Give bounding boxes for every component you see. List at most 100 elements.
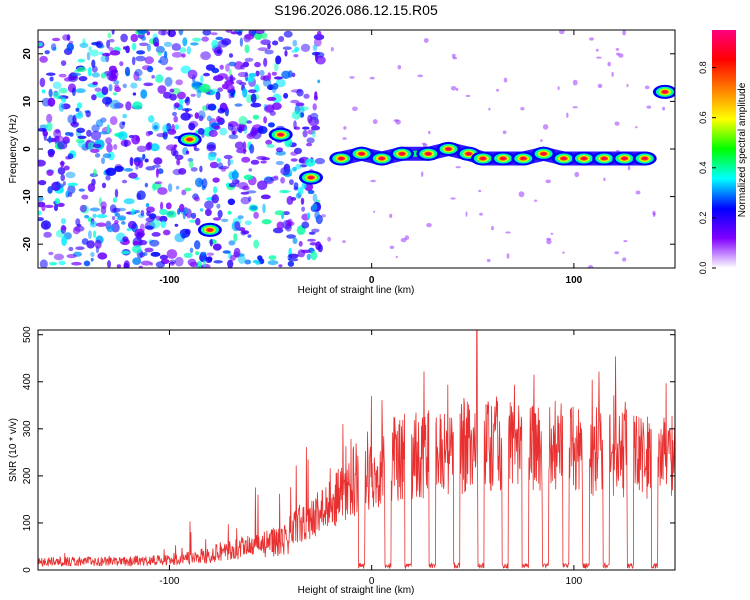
spectrogram-noise-cell (546, 239, 552, 245)
spectrogram-noise-cell (301, 249, 311, 254)
spectrogram-noise-cell (550, 232, 554, 235)
spectrogram-noise-cell (300, 43, 311, 53)
spectrogram-noise-cell (389, 213, 393, 218)
spectrogram-noise-cell (302, 130, 308, 138)
spectrogram-noise-cell (243, 174, 253, 181)
spectrogram-noise-cell (109, 204, 117, 214)
spectrogram-noise-cell (92, 143, 102, 148)
spectrogram-noise-cell (250, 93, 257, 104)
spectrogram-noise-cell (145, 217, 155, 223)
spectrogram-noise-cell (114, 188, 119, 198)
spectrogram-noise-cell (280, 167, 291, 176)
spectrogram-noise-cell (257, 47, 268, 52)
spectrogram-noise-cell (91, 94, 97, 101)
spectrogram-noise-cell (111, 30, 115, 35)
spectrogram-noise-cell (272, 40, 279, 46)
spectrogram-noise-cell (308, 116, 320, 127)
spectrogram-noise-cell (145, 142, 152, 151)
spectrogram-noise-cell (171, 51, 183, 58)
spectrogram-peak (662, 90, 668, 94)
spectrogram-noise-cell (486, 258, 491, 263)
spectrogram-noise-cell (178, 168, 187, 175)
spectrogram-noise-cell (506, 253, 510, 259)
spectrogram-noise-cell (47, 97, 56, 107)
spectrogram-noise-cell (48, 135, 52, 144)
spectrogram-noise-cell (191, 80, 202, 89)
spectrogram-noise-cell (452, 57, 458, 60)
spectrogram-noise-cell (76, 223, 82, 228)
spectrogram-noise-cell (38, 217, 44, 222)
spectrogram-noise-cell (455, 166, 461, 169)
spectrogram-noise-cell (179, 47, 187, 53)
spectrogram-noise-cell (153, 157, 163, 165)
spectrogram-noise-cell (227, 123, 234, 131)
spectrogram-noise-cell (129, 156, 134, 167)
spectrogram-noise-cell (48, 152, 55, 158)
spectrogram-noise-cell (114, 165, 124, 173)
spectrogram-noise-cell (90, 252, 95, 257)
spectrogram-noise-cell (155, 167, 159, 178)
spectrogram-noise-cell (589, 37, 594, 41)
spectrogram-noise-cell (49, 76, 54, 82)
spectrogram-noise-cell (227, 198, 236, 206)
spectrogram-noise-cell (52, 37, 61, 42)
spectrogram-noise-cell (545, 179, 551, 184)
spectrogram-noise-cell (46, 72, 56, 76)
spectrogram-noise-cell (169, 259, 176, 265)
spectrogram-noise-cell (90, 130, 102, 141)
spectrogram-noise-cell (242, 185, 250, 191)
spectrogram-noise-cell (137, 239, 148, 246)
spectrogram-noise-cell (46, 169, 54, 176)
spectrogram-noise-cell (216, 49, 222, 54)
spectrogram-noise-cell (211, 39, 219, 49)
spectrogram-peak (207, 228, 213, 232)
spectrogram-noise-cell (135, 165, 139, 170)
spectrogram-noise-cell (297, 186, 304, 196)
spectrogram-noise-cell (217, 162, 224, 170)
spectrogram-noise-cell (66, 254, 77, 259)
spectrogram-noise-cell (124, 66, 131, 77)
spectrogram-noise-cell (207, 103, 217, 111)
spectrogram-noise-cell (327, 236, 331, 242)
spectrogram-noise-cell (562, 251, 565, 254)
spectrogram-y-tick-label: 0 (22, 146, 33, 152)
spectrogram-noise-cell (41, 203, 46, 212)
spectrogram-noise-cell (298, 240, 303, 247)
spectrogram-noise-cell (91, 59, 96, 68)
spectrogram-noise-cell (84, 214, 90, 219)
colorbar-label: Normalized spectral amplitude (737, 82, 748, 217)
spectrogram-noise-cell (181, 189, 187, 196)
spectrogram-noise-cell (263, 57, 268, 67)
spectrogram-noise-cell (200, 251, 207, 256)
spectrogram-noise-cell (597, 83, 603, 89)
spectrogram-noise-cell (86, 51, 91, 61)
spectrogram-noise-cell (312, 103, 317, 111)
spectrogram-noise-cell (105, 175, 111, 181)
spectrogram-noise-cell (317, 30, 322, 37)
spectrogram-noise-cell (178, 30, 184, 36)
spectrogram-noise-cell (244, 71, 249, 82)
spectrogram-noise-cell (122, 83, 127, 89)
spectrogram-noise-cell (267, 260, 279, 266)
spectrogram-noise-cell (587, 265, 594, 268)
spectrogram-noise-cell (352, 106, 358, 112)
spectrogram-noise-cell (181, 233, 186, 239)
spectrogram-noise-cell (92, 81, 98, 86)
spectrogram-noise-cell (421, 142, 426, 145)
spectrogram-noise-cell (66, 42, 75, 52)
spectrogram-noise-cell (167, 30, 176, 38)
spectrogram-noise-cell (144, 182, 149, 188)
spectrogram-noise-cell (623, 240, 628, 243)
spectrogram-peak (278, 133, 284, 137)
spectrogram-noise-cell (272, 83, 279, 90)
spectrogram-noise-cell (275, 160, 284, 166)
spectrogram-noise-cell (60, 60, 67, 66)
spectrogram-noise-cell (622, 30, 626, 36)
spectrogram-noise-cell (130, 208, 136, 216)
spectrogram-noise-cell (278, 264, 283, 268)
spectrogram-y-tick-label: 10 (22, 95, 33, 107)
spectrogram-noise-cell (227, 210, 232, 215)
spectrogram-noise-cell (312, 44, 318, 51)
spectrogram-noise-cell (240, 64, 246, 70)
